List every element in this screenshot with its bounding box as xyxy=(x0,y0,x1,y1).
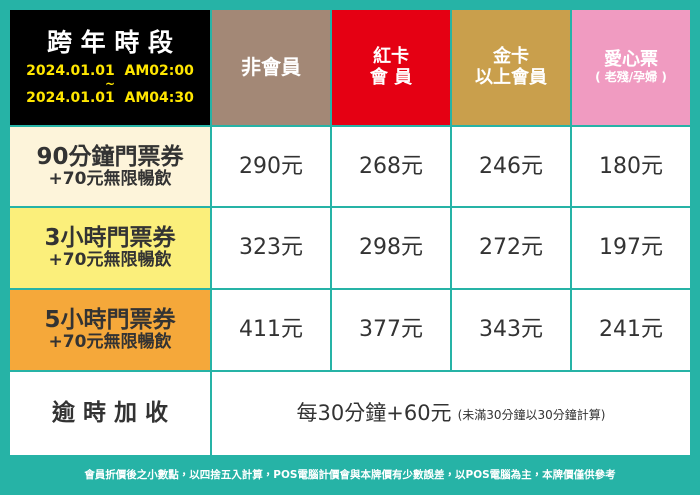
column-header-text: 愛心票 xyxy=(604,49,658,71)
price-cell: 411元 xyxy=(212,290,330,370)
price-cell: 180元 xyxy=(572,127,690,206)
price-cell: 377元 xyxy=(332,290,450,370)
price-cell: 241元 xyxy=(572,290,690,370)
column-header-text: 紅卡 xyxy=(373,45,409,67)
ticket-drink: +70元無限暢飲 xyxy=(48,250,172,271)
price-cell: 343元 xyxy=(452,290,570,370)
period-cell: 跨 年 時 段 2024.01.01 AM02:00 ~2024.01.01 AM0… xyxy=(10,10,210,125)
ticket-label-cell: 90分鐘門票券 +70元無限暢飲 xyxy=(10,127,210,206)
price-cell: 323元 xyxy=(212,208,330,288)
price: 197元 xyxy=(599,235,663,261)
price: 343元 xyxy=(479,317,543,343)
overtime-note: (未滿30分鐘以30分鐘計算) xyxy=(457,407,606,422)
price: 290元 xyxy=(239,153,303,179)
ticket-drink: +70元無限暢飲 xyxy=(48,332,172,353)
column-header-text: 金卡 xyxy=(493,45,529,67)
ticket-name: 5小時門票券 xyxy=(44,307,176,333)
period-title: 跨 年 時 段 xyxy=(46,27,174,57)
price-cell: 272元 xyxy=(452,208,570,288)
price-cell: 290元 xyxy=(212,127,330,206)
column-header: 非會員 xyxy=(212,10,330,125)
column-header-text: ( 老殘/孕婦 ) xyxy=(595,69,667,84)
price-cell: 246元 xyxy=(452,127,570,206)
price: 180元 xyxy=(599,153,663,179)
ticket-label-cell: 3小時門票券 +70元無限暢飲 xyxy=(10,208,210,288)
price: 272元 xyxy=(479,235,543,261)
overtime-label-cell: 逾 時 加 收 xyxy=(10,372,210,455)
price: 241元 xyxy=(599,317,663,343)
footer-text: 會員折價後之小數點，以四捨五入計算，POS電腦計價會與本牌價有少數誤差，以POS… xyxy=(84,468,616,481)
price-cell: 268元 xyxy=(332,127,450,206)
overtime-value-cell: 每30分鐘+60元 (未滿30分鐘以30分鐘計算) xyxy=(212,372,690,455)
column-header: 金卡 以上會員 xyxy=(452,10,570,125)
column-header-text: 非會員 xyxy=(241,55,301,79)
period-start: 2024.01.01 AM02:00 xyxy=(26,63,194,80)
ticket-label-cell: 5小時門票券 +70元無限暢飲 xyxy=(10,290,210,370)
price: 323元 xyxy=(239,235,303,261)
price: 298元 xyxy=(359,235,423,261)
column-header-text: 會 員 xyxy=(369,66,413,88)
period-end: 2024.01.01 AM04:30 xyxy=(26,90,194,107)
column-header: 愛心票( 老殘/孕婦 ) xyxy=(572,10,690,125)
ticket-name: 3小時門票券 xyxy=(44,225,176,251)
price-cell: 298元 xyxy=(332,208,450,288)
footer-note: 會員折價後之小數點，以四捨五入計算，POS電腦計價會與本牌價有少數誤差，以POS… xyxy=(0,460,700,490)
ticket-drink: +70元無限暢飲 xyxy=(48,168,172,189)
period-sep: ~ xyxy=(104,77,116,92)
overtime-main: 每30分鐘+60元 xyxy=(296,401,452,426)
price: 411元 xyxy=(239,317,303,343)
price-cell: 197元 xyxy=(572,208,690,288)
overtime-label: 逾 時 加 收 xyxy=(51,400,169,427)
price: 246元 xyxy=(479,153,543,179)
price: 268元 xyxy=(359,153,423,179)
column-header-text: 以上會員 xyxy=(475,66,547,88)
column-header: 紅卡會 員 xyxy=(332,10,450,125)
ticket-name: 90分鐘門票券 xyxy=(36,143,184,170)
price: 377元 xyxy=(359,317,423,343)
